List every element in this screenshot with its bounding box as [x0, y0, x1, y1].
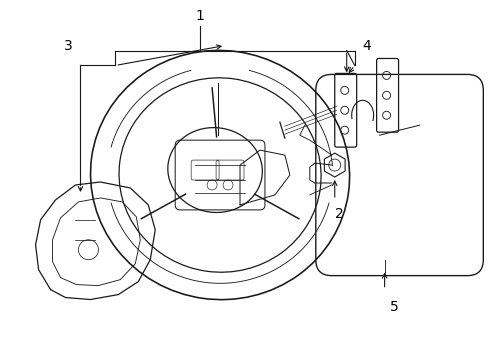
Text: 1: 1	[195, 9, 204, 23]
Text: 4: 4	[362, 39, 371, 53]
Text: 2: 2	[335, 207, 344, 221]
Text: 5: 5	[389, 300, 398, 314]
Text: 3: 3	[63, 39, 72, 53]
